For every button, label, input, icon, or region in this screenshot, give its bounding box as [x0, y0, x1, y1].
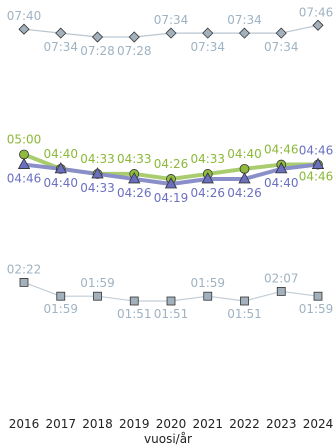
x-tick-2018: 2018 — [82, 417, 113, 431]
data-label-bottom-2016: 02:22 — [7, 262, 42, 276]
data-label-blue-2024: 04:46 — [299, 144, 334, 158]
marker-bottom-2022 — [240, 296, 249, 306]
marker-blue-2017 — [54, 162, 67, 174]
x-tick-2017: 2017 — [45, 417, 76, 431]
data-label-blue-2016: 04:46 — [7, 172, 42, 186]
data-label-bottom-2021: 01:59 — [190, 276, 225, 290]
x-tick-2021: 2021 — [192, 417, 223, 431]
marker-bottom-2019 — [129, 296, 139, 306]
x-tick-2024: 2024 — [303, 417, 334, 431]
marker-blue-2024 — [311, 157, 325, 169]
marker-top-2024 — [312, 19, 324, 31]
marker-bottom-2018 — [93, 291, 102, 301]
marker-top-2022 — [238, 27, 251, 39]
data-label-top-2023: 07:34 — [264, 40, 299, 54]
marker-blue-2016 — [17, 157, 31, 169]
data-label-bottom-2019: 01:51 — [117, 307, 152, 321]
marker-blue-2021 — [201, 172, 214, 184]
data-label-green-2021: 04:33 — [190, 152, 225, 166]
data-label-green-2017: 04:40 — [43, 147, 78, 161]
marker-top-2021 — [202, 27, 214, 39]
marker-bottom-2017 — [56, 291, 66, 301]
data-label-green-2020: 04:26 — [154, 157, 189, 171]
data-label-top-2022: 07:34 — [227, 13, 262, 27]
data-label-bottom-2020: 01:51 — [154, 307, 189, 321]
marker-top-2023 — [275, 27, 287, 39]
x-tick-2023: 2023 — [266, 417, 297, 431]
marker-bottom-2024 — [313, 291, 323, 301]
marker-top-2017 — [55, 27, 67, 39]
data-label-top-2017: 07:34 — [43, 40, 78, 54]
marker-blue-2023 — [275, 162, 288, 174]
marker-bottom-2016 — [19, 277, 29, 287]
marker-blue-2020 — [164, 177, 178, 189]
data-label-blue-2017: 04:40 — [43, 176, 78, 190]
data-label-bottom-2023: 02:07 — [264, 271, 299, 285]
data-label-green-2019: 04:33 — [117, 152, 152, 166]
marker-top-2018 — [91, 31, 104, 43]
marker-top-2016 — [18, 23, 30, 35]
data-label-top-2019: 07:28 — [117, 44, 152, 58]
marker-top-2019 — [128, 31, 140, 43]
x-tick-2020: 2020 — [156, 417, 187, 431]
marker-green-2022 — [239, 163, 250, 174]
x-tick-2016: 2016 — [9, 417, 40, 431]
data-label-bottom-2017: 01:59 — [43, 302, 78, 316]
data-label-top-2021: 07:34 — [190, 40, 225, 54]
data-label-green-2018: 04:33 — [80, 152, 115, 166]
x-tick-2019: 2019 — [119, 417, 150, 431]
marker-blue-2019 — [128, 172, 141, 184]
x-axis-ticks: 2016 2017 2018 2019 2020 2021 2022 2023 2024 — [9, 417, 334, 431]
data-label-green-2023: 04:46 — [264, 143, 299, 157]
data-label-green-2016: 05:00 — [7, 132, 42, 146]
data-label-bottom-2024: 01:59 — [299, 302, 334, 316]
x-tick-2022: 2022 — [229, 417, 260, 431]
data-label-bottom-2022: 01:51 — [227, 307, 262, 321]
marker-blue-2018 — [91, 167, 104, 179]
data-label-blue-2023: 04:40 — [264, 176, 299, 190]
marker-bottom-2020 — [166, 296, 176, 306]
data-label-blue-2021: 04:26 — [190, 186, 225, 200]
data-label-blue-2020: 04:19 — [154, 191, 189, 205]
data-label-green-2022: 04:40 — [227, 147, 262, 161]
series-markers — [17, 19, 325, 306]
data-label-blue-2018: 04:33 — [80, 181, 115, 195]
data-label-top-2024: 07:46 — [299, 5, 334, 19]
x-axis-label: vuosi/år — [144, 432, 192, 446]
data-label-blue-2022: 04:26 — [227, 186, 262, 200]
marker-bottom-2023 — [276, 286, 286, 296]
marker-green-2016 — [19, 149, 29, 160]
data-label-top-2018: 07:28 — [80, 44, 115, 58]
marker-bottom-2021 — [203, 291, 213, 301]
data-label-top-2020: 07:34 — [154, 13, 189, 27]
data-label-top-2016: 07:40 — [7, 9, 42, 23]
data-label-bottom-2018: 01:59 — [80, 276, 115, 290]
marker-top-2020 — [165, 27, 177, 39]
marker-blue-2022 — [238, 172, 251, 184]
data-label-blue-2019: 04:26 — [117, 186, 152, 200]
data-label-green-2024: 04:46 — [299, 170, 334, 184]
